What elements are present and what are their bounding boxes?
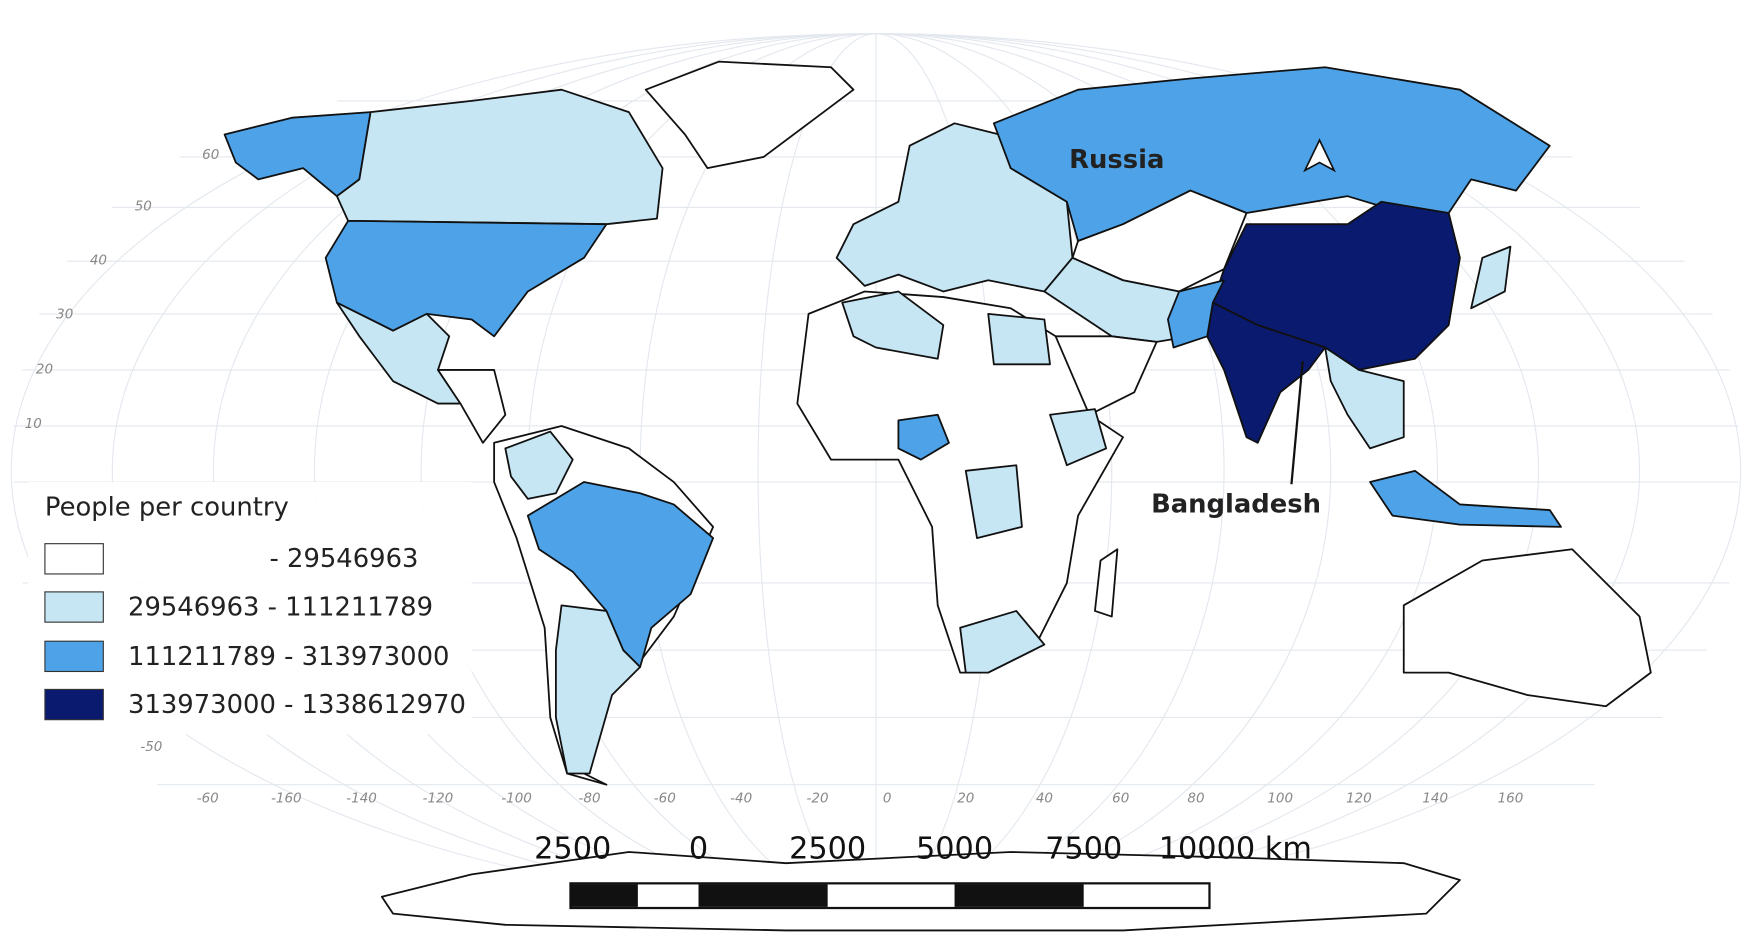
scale-label: 5000 [916,832,993,867]
legend-label: - 29546963 [270,544,419,574]
pakistan [1167,279,1225,349]
south-africa [959,610,1046,674]
north-africa [841,290,945,360]
legend-swatch [44,640,104,673]
scale-label: 2500 [789,832,866,867]
indonesia [1369,469,1562,528]
longitude-label: 40 [1036,792,1053,807]
madagascar [1094,548,1119,618]
southeast-asia [1324,346,1405,450]
scale-segment [698,884,828,907]
greenland [644,60,855,170]
country-label: Russia [1069,145,1164,175]
longitude-label: 60 [1112,792,1129,807]
egypt [987,312,1051,366]
longitude-label: -120 [423,792,454,807]
country-label: Bangladesh [1151,489,1321,519]
longitude-label: -60 [197,792,219,807]
latitude-label: 30 [56,307,73,322]
longitude-label: -20 [807,792,829,807]
legend-label: 313973000 - 1338612970 [128,690,466,720]
longitude-label: -80 [579,792,601,807]
nigeria [897,413,950,461]
scale-label: 10000 km [1159,832,1312,867]
africa [796,290,1124,674]
longitude-label: -40 [730,792,752,807]
countries [223,60,1652,932]
longitude-label: 160 [1498,792,1524,807]
legend-label: 29546963 - 111211789 [128,592,433,622]
scale-label: 2500 [534,832,611,867]
brazil [526,481,715,668]
leader-line [1290,360,1304,485]
canada [336,88,664,226]
usa [324,219,608,338]
latitude-label: 50 [135,200,152,215]
legend-swatch [44,688,104,721]
longitude-label: 80 [1187,792,1204,807]
longitude-label: -60 [654,792,676,807]
legend-title: People per country [45,493,289,523]
scale-segment [954,884,1084,907]
legend-swatch [44,591,104,623]
latitude-label: -50 [140,740,162,755]
colombia [504,430,574,500]
longitude-label: 0 [883,792,892,807]
latitude-label: 60 [202,148,219,163]
longitude-label: 120 [1346,792,1372,807]
longitude-label: 20 [957,792,974,807]
central-america [437,369,507,444]
north-arrow [1303,138,1337,173]
legend-label: 111211789 - 313973000 [128,642,449,672]
scale-label: 7500 [1045,832,1122,867]
ethiopia [1049,408,1108,467]
latitude-label: 40 [90,254,107,269]
india [1206,301,1327,444]
longitude-label: 100 [1267,792,1293,807]
legend-swatch [44,543,104,575]
longitude-label: 140 [1422,792,1448,807]
alaska [223,111,372,198]
scale-bar [569,882,1211,910]
longitude-label: -100 [501,792,532,807]
scale-segment [570,884,638,907]
latitude-label: 20 [36,362,53,377]
scale-label: 0 [689,832,708,867]
japan [1470,245,1512,310]
congo [964,464,1023,539]
latitude-label: 10 [25,417,42,432]
longitude-label: -140 [346,792,377,807]
longitude-label: -160 [271,792,302,807]
australia [1402,548,1652,708]
argentina [554,604,642,775]
map-body: People per country - 29546963 29546963 - 1… [10,33,1742,932]
